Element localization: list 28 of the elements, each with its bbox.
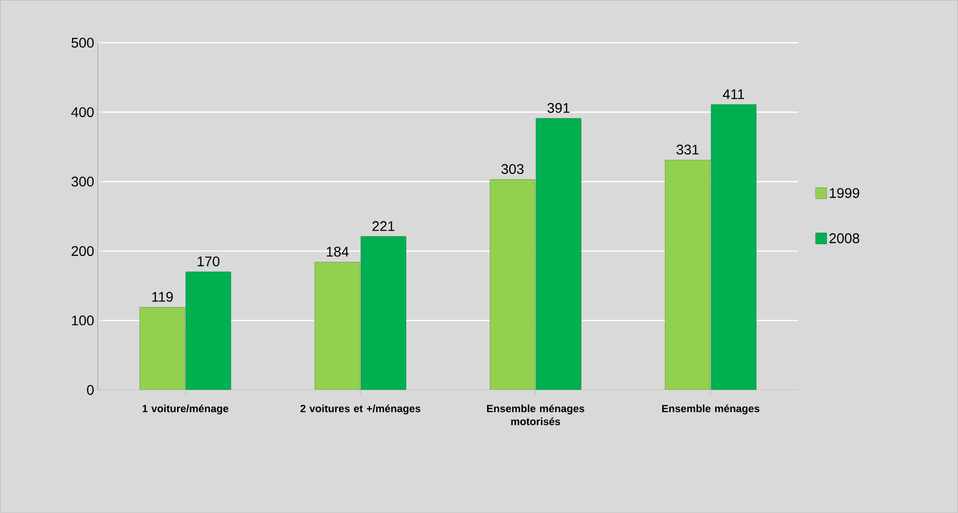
x-tick-label: 1 voiture/ménage [142, 404, 228, 414]
data-label: 391 [547, 103, 570, 114]
data-label: 184 [326, 246, 349, 257]
data-label: 411 [722, 90, 744, 100]
bar [664, 160, 710, 390]
y-tick-label: 300 [71, 176, 94, 187]
bar [186, 272, 232, 390]
y-tick-label: 400 [71, 107, 94, 118]
bar [490, 179, 536, 390]
data-label: 331 [676, 144, 699, 155]
bar [314, 262, 360, 390]
y-tick-label: 100 [72, 316, 94, 326]
x-tick-label: 2 voitures et +/ménages [300, 404, 420, 414]
bar [710, 104, 756, 390]
data-label: 170 [198, 256, 220, 266]
data-label: 221 [372, 221, 394, 232]
legend-label: 1999 [830, 188, 860, 198]
bar [536, 118, 582, 390]
legend-label: 2008 [830, 233, 860, 244]
x-tick-label: Ensemble ménages motorisés [487, 404, 584, 426]
y-tick-label: 200 [72, 246, 94, 256]
data-label: 119 [152, 292, 173, 302]
y-tick-label: 500 [72, 38, 94, 48]
bar [140, 307, 186, 390]
data-label: 303 [501, 164, 524, 174]
x-tick-label: Ensemble ménages [662, 404, 760, 414]
bar [360, 236, 406, 390]
y-tick-label: 0 [87, 385, 94, 396]
